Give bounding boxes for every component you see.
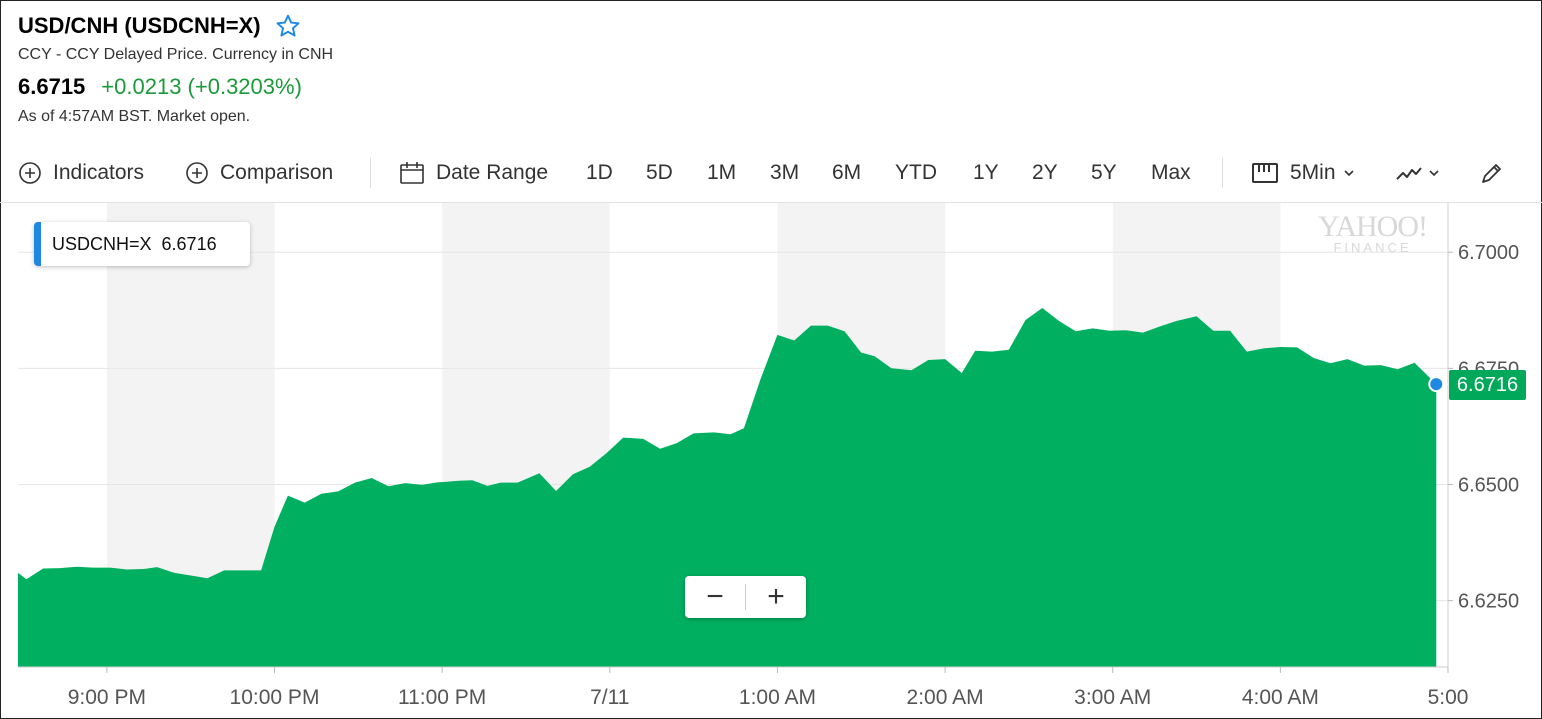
current-price: 6.6715 [18,74,86,99]
range-1m[interactable]: 1M [707,161,737,184]
market-status: As of 4:57AM BST. Market open. [18,108,251,125]
tooltip-value: 6.6716 [161,233,217,254]
range-6m[interactable]: 6M [832,161,862,184]
x-tick-label: 10:00 PM [230,686,320,709]
chart-top-border [0,202,1542,203]
star-icon[interactable] [275,13,301,39]
range-1y[interactable]: 1Y [973,161,999,184]
zoom-in-button[interactable]: + [767,580,785,613]
series-color-bar [34,222,41,266]
comparison-label: Comparison [220,161,334,184]
price-area [18,308,1437,667]
last-price-tag: 6.6716 [1449,370,1526,400]
interval-label: 5Min [1290,161,1336,184]
y-tick-label: 6.7000 [1458,242,1519,264]
x-tick-label: 5:00 [1428,686,1469,709]
yahoo-finance-watermark: YAHOO! FINANCE [1318,210,1428,255]
line-chart-icon [1396,167,1422,180]
range-max[interactable]: Max [1151,161,1191,184]
pencil-icon [1482,164,1501,183]
x-tick-label: 1:00 AM [739,686,816,709]
price-change: +0.0213 (+0.3203%) [101,74,302,99]
chevron-down-icon [1343,170,1354,177]
range-ytd[interactable]: YTD [895,161,937,184]
quote-header: USD/CNH (USDCNH=X) [18,13,301,39]
quote-subtitle: CCY - CCY Delayed Price. Currency in CNH [18,46,334,63]
indicators-button[interactable]: Indicators [18,152,144,194]
y-tick-label: 6.6500 [1458,474,1519,496]
x-tick-label: 9:00 PM [68,686,146,709]
calendar-icon [400,162,424,184]
zoom-out-button[interactable]: − [706,580,724,613]
range-5y[interactable]: 5Y [1091,161,1117,184]
range-3m[interactable]: 3M [770,161,800,184]
tooltip-symbol: USDCNH=X [52,233,152,254]
toolbar-divider [1222,158,1223,188]
chart-type-dropdown[interactable] [1395,152,1441,194]
x-tick-label: 4:00 AM [1242,686,1319,709]
zoom-divider [745,584,746,610]
watermark-line1: YAHOO! [1318,210,1428,243]
toolbar-divider [370,158,371,188]
chevron-down-icon [1429,170,1439,177]
quote-price-row: 6.6715 +0.0213 (+0.3203%) [18,74,302,100]
plus-circle-icon [186,162,208,184]
x-tick-label: 2:00 AM [907,686,984,709]
date-range-button[interactable]: Date Range [399,152,548,194]
date-range-label: Date Range [436,161,549,184]
x-tick-label: 11:00 PM [398,686,486,709]
watermark-line2: FINANCE [1333,240,1412,255]
draw-button[interactable] [1479,152,1505,194]
last-point-marker [1428,376,1445,393]
x-tick-label: 7/11 [590,686,629,709]
range-1d[interactable]: 1D [586,161,613,184]
range-2y[interactable]: 2Y [1032,161,1058,184]
candle-interval-icon [1252,163,1278,183]
zoom-control: − + [685,576,806,618]
y-tick-label: 6.6250 [1458,591,1519,613]
range-5d[interactable]: 5D [646,161,673,184]
chart-toolbar: Indicators Comparison Date Range 1D 5D 1… [0,152,1542,194]
comparison-button[interactable]: Comparison [185,152,333,194]
interval-dropdown[interactable]: 5Min [1251,152,1356,194]
x-tick-label: 3:00 AM [1074,686,1151,709]
series-tooltip: USDCNH=X 6.6716 [34,222,250,266]
plus-circle-icon [19,162,41,184]
indicators-label: Indicators [53,161,145,184]
quote-title: USD/CNH (USDCNH=X) [18,13,261,38]
